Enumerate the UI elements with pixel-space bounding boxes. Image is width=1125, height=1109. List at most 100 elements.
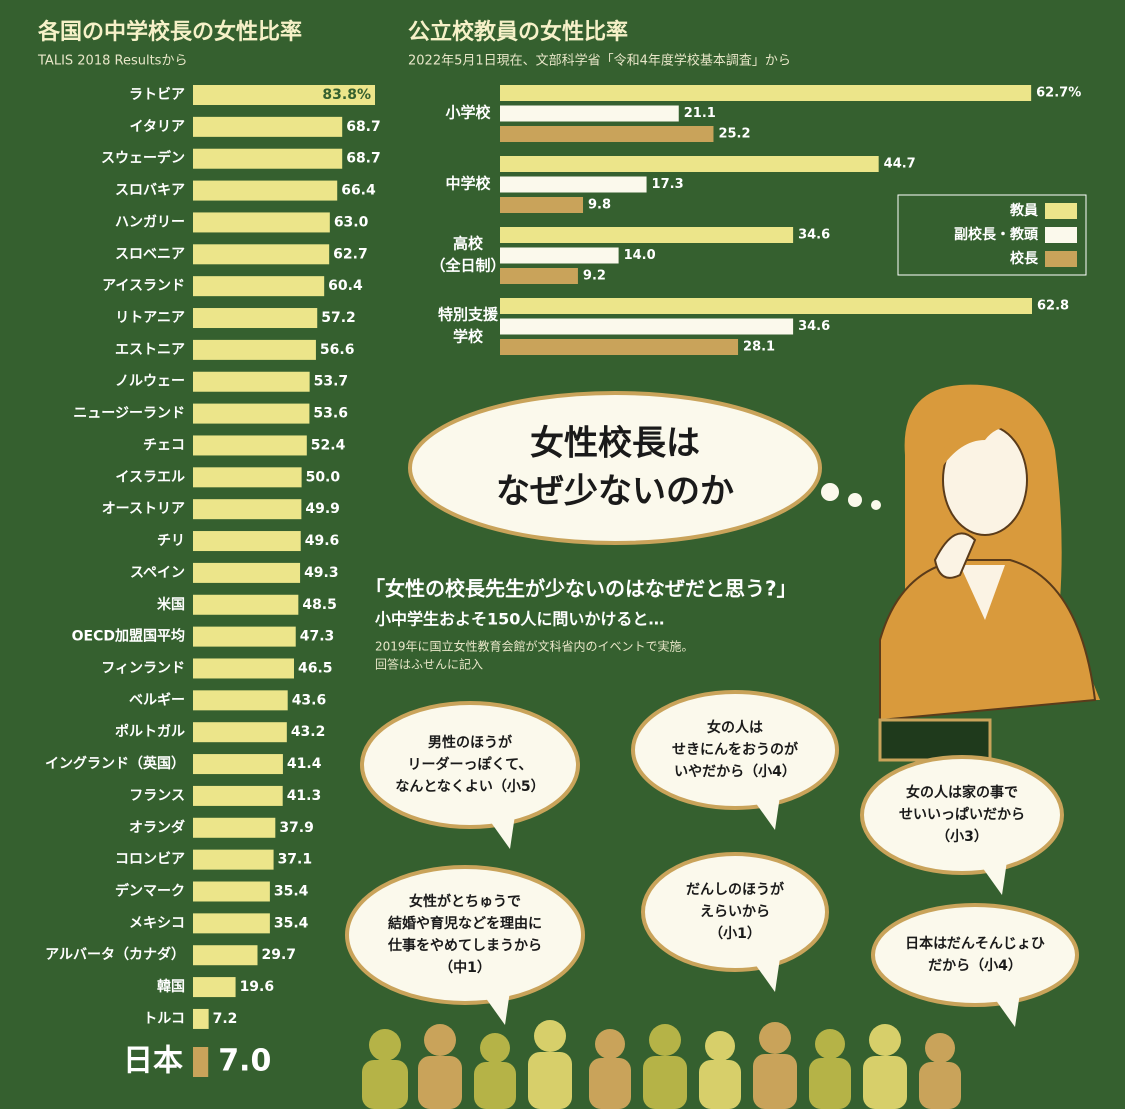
bubble-text: 男性のほうが xyxy=(428,734,513,751)
category-label: ニュージーランド xyxy=(73,406,185,422)
category-label: スウェーデン xyxy=(101,150,185,167)
bubble-text: 結婚や育児などを理由に xyxy=(388,915,542,932)
speech-bubble xyxy=(641,852,829,972)
speech-bubble xyxy=(360,701,580,829)
bar xyxy=(193,945,258,966)
value-label: 14.0 xyxy=(624,248,656,263)
category-label: ノルウェー xyxy=(115,374,185,390)
bar xyxy=(500,197,584,213)
bar xyxy=(500,247,619,264)
value-label: 60.4 xyxy=(328,278,363,294)
category-label: スペイン xyxy=(130,565,185,581)
thought-cloud xyxy=(408,391,881,545)
bubble-text: なんとなくよい（小5） xyxy=(395,779,544,795)
value-label: 35.4 xyxy=(274,915,309,931)
category-label: デンマーク xyxy=(115,883,185,900)
value-label: 63.0 xyxy=(334,214,369,230)
value-label: 49.9 xyxy=(305,501,340,517)
value-label: 19.6 xyxy=(240,979,275,995)
question-heading: 「女性の校長先生が少ないのはなぜだと思う?」 xyxy=(365,577,797,601)
legend-swatch xyxy=(1045,203,1077,219)
bar xyxy=(500,126,714,142)
value-label: 44.7 xyxy=(884,157,916,172)
bar xyxy=(500,176,647,193)
note-text: 2019年に国立女性教育会館が文科省内のイベントで実施。 xyxy=(375,639,694,654)
category-label: フィンランド xyxy=(101,660,185,676)
bubble-text: せきにんをおうのが xyxy=(672,741,799,758)
category-label: アルバータ（カナダ） xyxy=(45,946,185,963)
bar xyxy=(193,180,338,201)
legend-label: 教員 xyxy=(1010,202,1038,219)
category-label: オランダ xyxy=(129,819,185,836)
legend-swatch xyxy=(1045,227,1077,243)
category-label: スロバキア xyxy=(115,183,185,199)
bar xyxy=(193,849,274,870)
bubble-text: 女の人は xyxy=(707,719,763,736)
bar xyxy=(500,339,739,355)
bar xyxy=(193,1008,209,1029)
category-label: 特別支援 xyxy=(438,306,499,324)
value-label: 37.9 xyxy=(279,820,314,836)
value-label: 9.2 xyxy=(583,269,606,284)
bubble-text: （中1） xyxy=(439,959,491,976)
bar xyxy=(500,298,1032,314)
category-label: ベルギー xyxy=(129,691,185,708)
speech-bubble xyxy=(345,865,585,1005)
bubble-tail xyxy=(755,796,780,830)
category-label: OECD加盟国平均 xyxy=(72,628,185,645)
value-label: 41.4 xyxy=(287,756,322,772)
bar xyxy=(193,913,270,934)
bar xyxy=(193,1047,209,1077)
bar xyxy=(193,817,276,838)
category-label: ポルトガル xyxy=(115,723,185,740)
category-label: コロンビア xyxy=(115,852,185,868)
category-label: （全日制） xyxy=(430,257,505,275)
bar xyxy=(193,626,296,647)
category-label: リトアニア xyxy=(115,310,185,326)
value-label: 68.7 xyxy=(346,151,381,167)
bar xyxy=(193,531,301,552)
bar xyxy=(193,308,318,329)
bar xyxy=(193,785,283,806)
bubble-tail xyxy=(755,958,780,992)
value-label: 68.7 xyxy=(346,119,381,135)
bubble-text: 女性がとちゅうで xyxy=(409,893,521,910)
bubble-text: えらいから xyxy=(700,904,770,920)
category-label: ハンガリー xyxy=(115,214,185,230)
bar xyxy=(193,212,330,233)
chart-subtitle: 2022年5月1日現在、文部科学省「令和4年度学校基本調査」から xyxy=(408,53,791,69)
value-label: 47.3 xyxy=(300,629,335,645)
value-label: 17.3 xyxy=(652,177,684,192)
value-label: 53.6 xyxy=(313,406,348,422)
value-label: 25.2 xyxy=(718,127,750,142)
category-label: トルコ xyxy=(143,1011,185,1027)
bar xyxy=(193,881,270,902)
bar xyxy=(193,435,307,456)
value-label: 56.6 xyxy=(320,342,355,358)
category-label: メキシコ xyxy=(129,915,185,931)
children-silhouettes xyxy=(362,1020,961,1109)
value-label: 29.7 xyxy=(262,947,297,963)
category-label: スロベニア xyxy=(115,246,185,262)
legend-label: 副校長・教頭 xyxy=(954,226,1039,243)
bar xyxy=(193,371,310,392)
legend-label: 校長 xyxy=(1010,250,1039,267)
value-label: 43.2 xyxy=(291,724,326,740)
bubble-text: リーダーっぽくて、 xyxy=(408,756,533,773)
bubble-text: （小1） xyxy=(709,926,761,942)
category-label: オーストリア xyxy=(102,501,185,517)
bar xyxy=(193,754,283,775)
bubble-text: だんしのほうが xyxy=(686,881,785,898)
bar xyxy=(193,499,302,520)
value-label: 37.1 xyxy=(278,852,313,868)
bubble-tail xyxy=(490,815,515,849)
speech-bubble xyxy=(860,755,1064,875)
bubble-text: （小3） xyxy=(936,829,988,845)
bubble-text: だから（小4） xyxy=(928,958,1022,974)
value-label: 53.7 xyxy=(314,374,349,390)
bar xyxy=(193,148,343,169)
bar xyxy=(500,268,578,284)
value-label: 7.2 xyxy=(213,1011,238,1027)
category-label: 中学校 xyxy=(445,175,491,193)
legend-box xyxy=(897,194,1087,276)
